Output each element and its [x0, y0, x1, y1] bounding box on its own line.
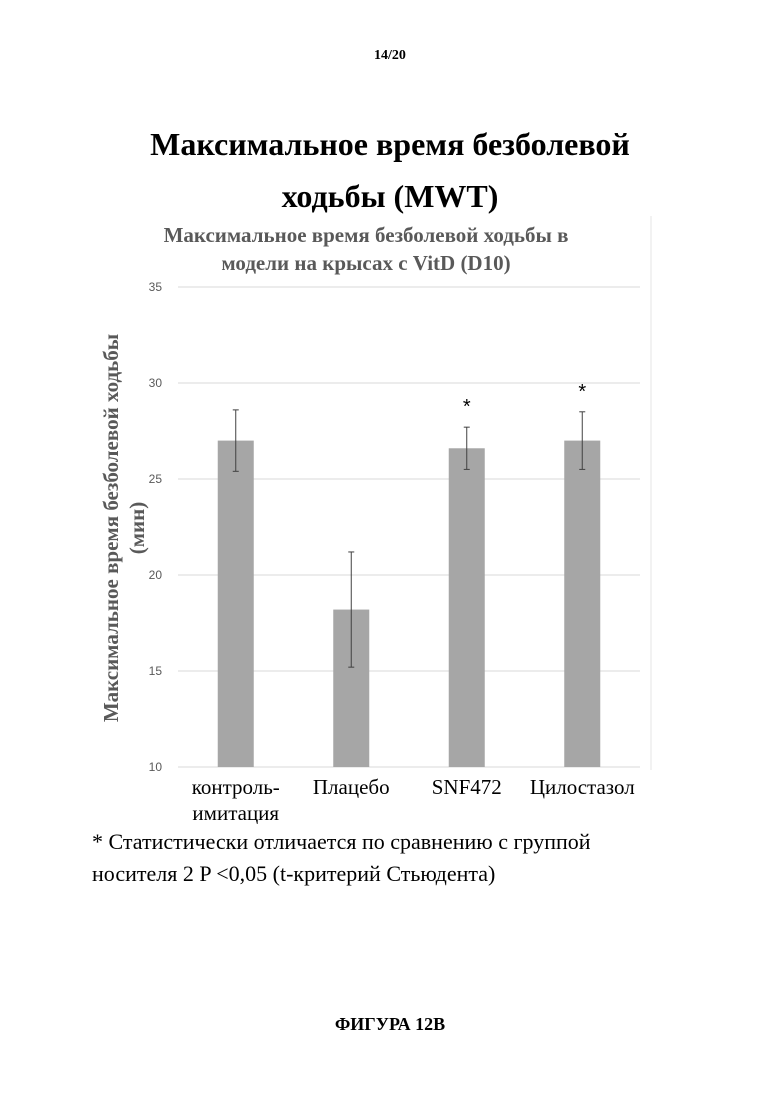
footnote-line-2: носителя 2 P <0,05 (t-критерий Стьюдента… [92, 858, 732, 890]
chart-title: Максимальное время безболевой ходьбы в мо… [164, 223, 569, 275]
x-tick-label: Плацебо [313, 775, 390, 799]
chart-title-line: модели на крысах с VitD (D10) [221, 251, 510, 275]
bar [449, 448, 485, 767]
footnote: * Статистически отличается по сравнению … [92, 826, 732, 890]
y-tick-label: 15 [149, 664, 163, 678]
bar [564, 441, 600, 767]
y-tick-label: 30 [149, 376, 163, 390]
chart-title-line: Максимальное время безболевой ходьбы в [164, 223, 569, 247]
y-axis-label-line: Максимальное время безболевой ходьбы [99, 334, 123, 722]
y-axis-label-line: (мин) [125, 502, 149, 555]
x-tick-label: SNF472 [432, 775, 502, 799]
y-axis-label: Максимальное время безболевой ходьбы(мин… [99, 334, 149, 722]
x-tick-label: Цилостазол [530, 775, 635, 799]
y-tick-labels: 10 15 20 25 30 35 [149, 280, 163, 774]
y-tick-label: 35 [149, 280, 163, 294]
significance-asterisk: * [463, 396, 471, 418]
figure-label: ФИГУРА 12В [0, 1014, 780, 1035]
bar [218, 441, 254, 767]
significance-asterisk: * [578, 381, 586, 403]
y-tick-label: 20 [149, 568, 163, 582]
x-tick-labels: контроль-имитация Плацебо SNF472 Цилостазол [192, 775, 635, 825]
error-bars [233, 410, 586, 667]
x-tick-label: контроль- [192, 775, 280, 799]
bars [218, 441, 601, 767]
significance-markers: ** [463, 381, 587, 418]
y-tick-label: 25 [149, 472, 163, 486]
y-tick-label: 10 [149, 760, 163, 774]
bar-chart: Максимальное время безболевой ходьбы в мо… [0, 0, 780, 1103]
footnote-line-1: * Статистически отличается по сравнению … [92, 826, 732, 858]
x-tick-label: имитация [192, 801, 279, 825]
